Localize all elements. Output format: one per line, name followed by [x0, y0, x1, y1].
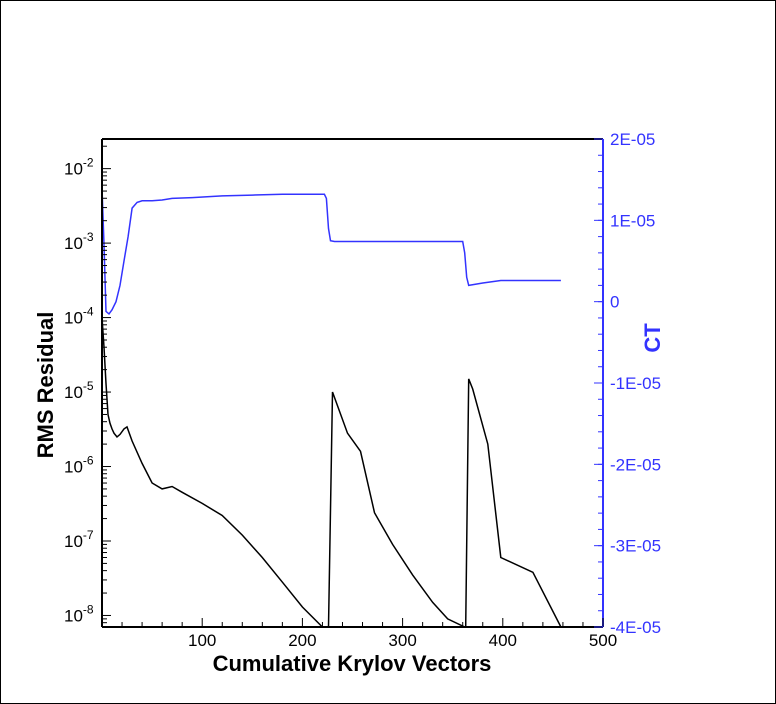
right-y-tick-label: -1E-05: [610, 374, 661, 393]
x-axis-title: Cumulative Krylov Vectors: [213, 651, 492, 676]
x-tick-label: 500: [589, 631, 617, 650]
left-y-tick-label: 10-3: [64, 230, 94, 253]
x-tick-label: 400: [489, 631, 517, 650]
left-y-tick-label: 10-4: [64, 305, 94, 328]
right-y-tick-label: -4E-05: [610, 618, 661, 637]
right-y-tick-label: 2E-05: [610, 130, 655, 149]
x-tick-label: 100: [188, 631, 216, 650]
right-y-tick-label: 1E-05: [610, 211, 655, 230]
right-y-tick-label: -3E-05: [610, 537, 661, 556]
x-tick-label: 200: [288, 631, 316, 650]
ct-series-line: [102, 187, 561, 315]
x-tick-label: 300: [388, 631, 416, 650]
left-y-tick-label: 10-8: [64, 602, 94, 625]
left-y-tick-label: 10-7: [64, 528, 94, 551]
right-y-tick-label: -2E-05: [610, 455, 661, 474]
right-y-tick-label: 0: [610, 293, 619, 312]
left-y-tick-label: 10-2: [64, 156, 94, 179]
left-y-axis-title: RMS Residual: [33, 312, 58, 459]
left-y-tick-label: 10-5: [64, 379, 94, 402]
left-y-tick-label: 10-6: [64, 454, 94, 477]
rms-residual-series-line: [102, 317, 562, 627]
right-y-axis-title: CT: [640, 323, 665, 353]
